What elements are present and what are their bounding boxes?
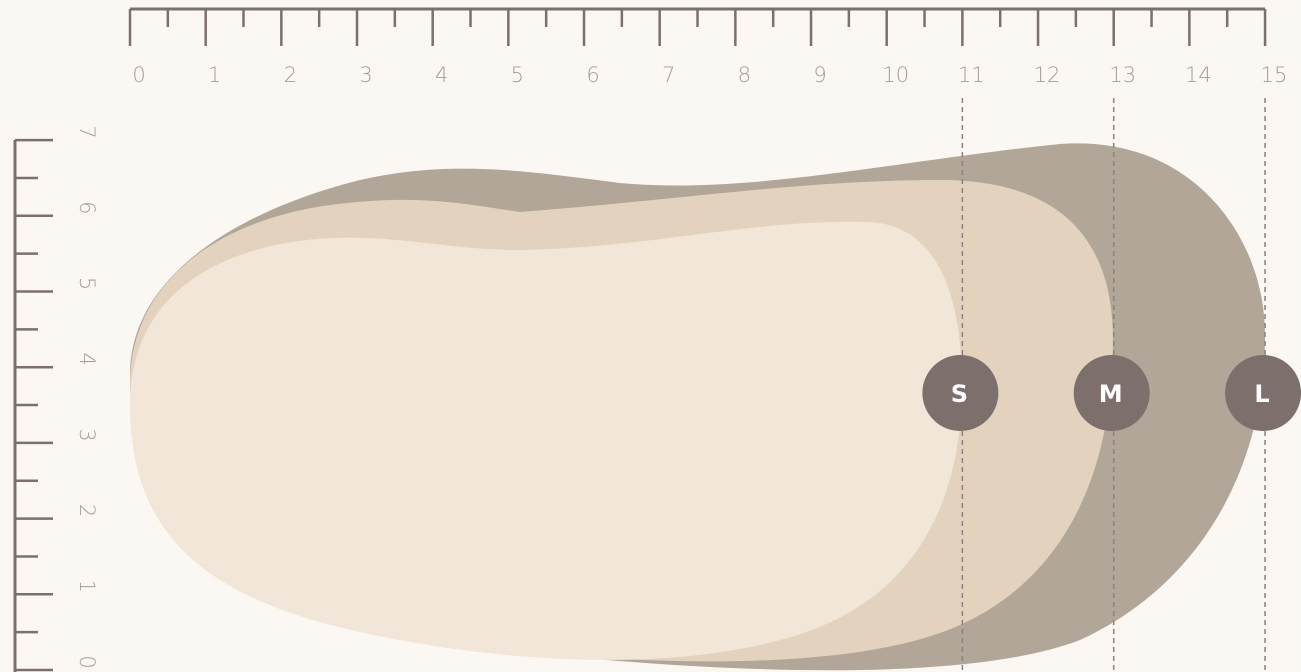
vertical-ruler-label: 1 bbox=[75, 580, 99, 593]
horizontal-ruler-label: 3 bbox=[359, 63, 372, 87]
size-badge-circle bbox=[1073, 355, 1150, 431]
horizontal-ruler-label: 2 bbox=[284, 63, 297, 87]
shape-small bbox=[130, 221, 962, 660]
horizontal-ruler-label: 12 bbox=[1034, 63, 1061, 87]
vertical-ruler: 0 1 2 3 4 5 6 7 bbox=[13, 125, 99, 672]
vertical-ruler-label: 2 bbox=[75, 504, 99, 517]
size-badge-s: S bbox=[922, 355, 999, 431]
vertical-ruler-label: 6 bbox=[75, 201, 99, 214]
horizontal-ruler-label: 5 bbox=[511, 63, 524, 87]
horizontal-ruler-label: 0 bbox=[132, 63, 145, 87]
size-badge-circle bbox=[922, 355, 999, 431]
horizontal-ruler-label: 1 bbox=[208, 63, 221, 87]
horizontal-ruler: 0 1 2 3 4 5 6 7 8 9 10 11 12 13 14 15 bbox=[128, 7, 1288, 87]
vertical-ruler-label: 4 bbox=[75, 353, 99, 366]
horizontal-ruler-label: 10 bbox=[882, 63, 909, 87]
size-badge-l: L bbox=[1225, 355, 1301, 431]
size-badge-label: S bbox=[951, 380, 968, 408]
horizontal-ruler-label: 7 bbox=[662, 63, 675, 87]
size-badge-label: L bbox=[1254, 380, 1269, 408]
vertical-ruler-label: 3 bbox=[75, 428, 99, 441]
horizontal-ruler-label: 11 bbox=[958, 63, 985, 87]
horizontal-ruler-label: 9 bbox=[813, 63, 826, 87]
horizontal-ruler-label: 6 bbox=[586, 63, 599, 87]
horizontal-ruler-label: 14 bbox=[1185, 63, 1212, 87]
vertical-ruler-label: 0 bbox=[75, 655, 99, 668]
horizontal-ruler-label: 13 bbox=[1109, 63, 1136, 87]
horizontal-ruler-label: 15 bbox=[1261, 63, 1288, 87]
size-badge-circle bbox=[1225, 355, 1301, 431]
size-badge-m: M bbox=[1073, 355, 1150, 431]
vertical-ruler-label: 5 bbox=[75, 277, 99, 290]
horizontal-ruler-label: 4 bbox=[435, 63, 448, 87]
horizontal-ruler-label: 8 bbox=[738, 63, 751, 87]
size-badge-label: M bbox=[1099, 380, 1123, 408]
size-guides bbox=[961, 98, 1266, 672]
vertical-ruler-label: 7 bbox=[75, 125, 99, 138]
